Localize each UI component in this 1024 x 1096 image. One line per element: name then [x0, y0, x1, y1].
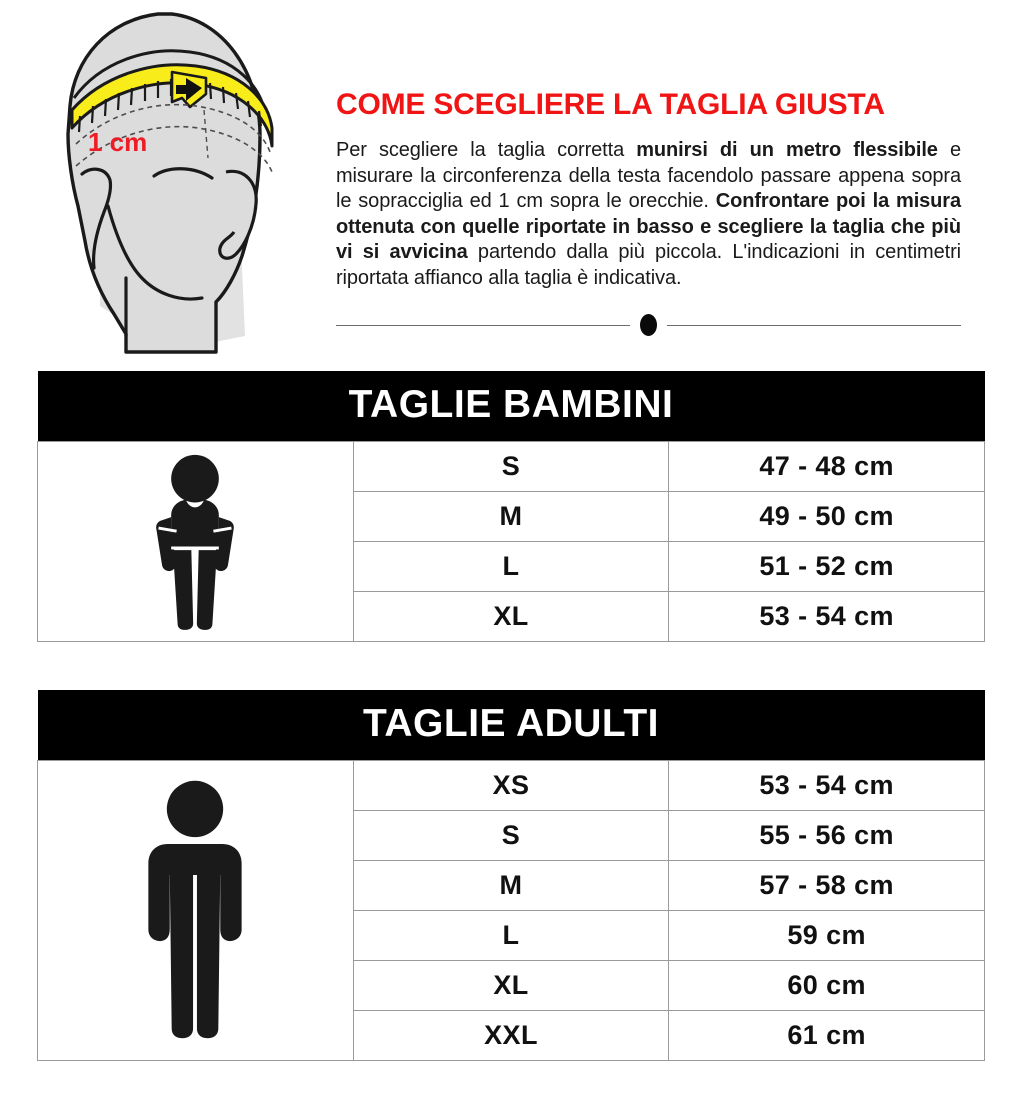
divider-dot-icon — [640, 314, 657, 336]
paragraph-bold-run: Confrontare poi la misura ottenuta con q… — [336, 190, 962, 263]
table-header-row-adulti: TAGLIE ADULTI — [37, 690, 985, 761]
size-label: L — [352, 540, 670, 592]
size-label: XXL — [352, 1009, 670, 1061]
size-label: XL — [352, 590, 670, 642]
measure-value: 59 cm — [668, 909, 985, 961]
size-table-adulti: TAGLIE ADULTI XS 53 - 54 cm S 55 - 56 cm… — [37, 690, 985, 1061]
table-row: S 55 - 56 cm — [38, 809, 985, 861]
size-label: S — [352, 809, 670, 861]
table-header-bambini: TAGLIE BAMBINI — [37, 371, 985, 442]
measure-value: 47 - 48 cm — [668, 440, 985, 492]
intro-paragraph: Per scegliere la taglia corretta munirsi… — [336, 138, 961, 291]
intro-section: 1 cm COME SCEGLIERE LA TAGLIA GIUSTA Per… — [0, 0, 1024, 360]
divider-rule-left — [336, 324, 630, 326]
table-row: XXL 61 cm — [38, 1009, 985, 1061]
size-label: XS — [352, 759, 670, 811]
measure-value: 51 - 52 cm — [668, 540, 985, 592]
measure-value: 55 - 56 cm — [668, 809, 985, 861]
child-figure-icon — [156, 455, 235, 631]
table-row: S 47 - 48 cm — [37, 440, 985, 642]
table-row: XS 53 - 54 cm — [37, 759, 985, 1061]
intro-text-block: COME SCEGLIERE LA TAGLIA GIUSTA Per sceg… — [336, 88, 961, 291]
measure-value: 61 cm — [668, 1009, 985, 1061]
size-label: S — [352, 440, 670, 492]
table-row: XL 53 - 54 cm — [38, 590, 985, 642]
tape-label: 1 cm — [88, 127, 147, 157]
table-row: L 59 cm — [38, 909, 985, 961]
paragraph-run: Per scegliere la taglia corretta — [336, 139, 637, 161]
measuring-tape-icon — [70, 63, 274, 148]
measure-value: 57 - 58 cm — [668, 859, 985, 911]
size-label: M — [352, 859, 670, 911]
table-row: M 49 - 50 cm — [38, 490, 985, 542]
paragraph-bold-run: munirsi di un metro flessibile — [636, 139, 938, 161]
size-label: XL — [352, 959, 670, 1011]
table-row: M 57 - 58 cm — [38, 859, 985, 911]
section-divider — [336, 312, 961, 338]
measure-value: 53 - 54 cm — [668, 759, 985, 811]
table-row: L 51 - 52 cm — [38, 540, 985, 592]
table-row: XL 60 cm — [38, 959, 985, 1011]
table-header-adulti: TAGLIE ADULTI — [37, 690, 985, 761]
size-table-bambini: TAGLIE BAMBINI S 47 - 48 cm — [37, 371, 985, 642]
child-figure-cell — [37, 440, 354, 642]
head-measurement-illustration: 1 cm — [30, 6, 330, 356]
divider-rule-right — [667, 324, 961, 326]
size-label: M — [352, 490, 670, 542]
measure-value: 60 cm — [668, 959, 985, 1011]
head-profile-icon: 1 cm — [66, 12, 274, 354]
page-title: COME SCEGLIERE LA TAGLIA GIUSTA — [336, 88, 885, 121]
measure-value: 49 - 50 cm — [668, 490, 985, 542]
tape-arrow-icon — [176, 78, 202, 101]
paragraph-run: e misurare la circonferenza della testa … — [336, 139, 961, 212]
paragraph-run: partendo dalla più piccola. L'indicazion… — [336, 241, 961, 289]
measure-value: 53 - 54 cm — [668, 590, 985, 642]
adult-figure-cell — [37, 759, 354, 1061]
table-header-row-bambini: TAGLIE BAMBINI — [37, 371, 985, 442]
size-label: L — [352, 909, 670, 961]
adult-figure-icon — [148, 781, 242, 1039]
